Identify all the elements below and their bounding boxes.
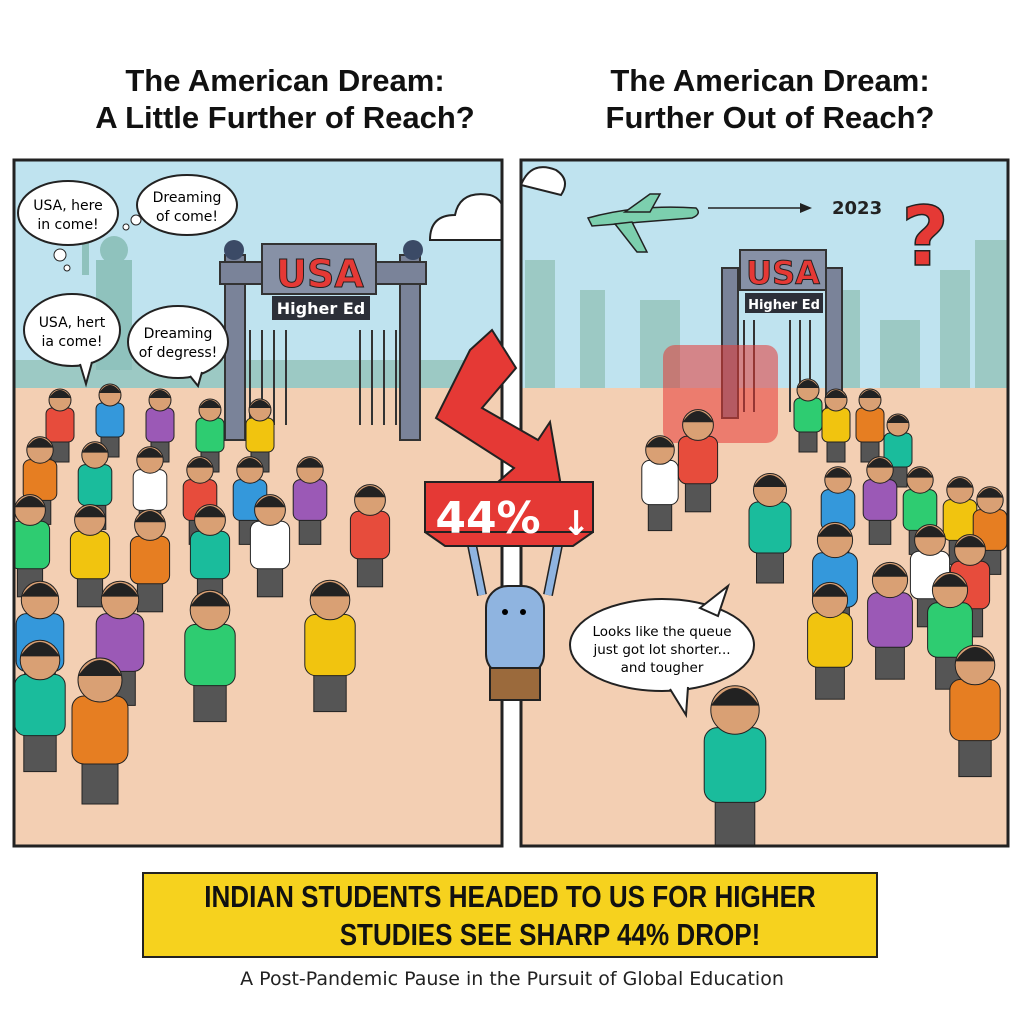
student-figure [45,388,75,463]
right-panel: 2023 ? USA Higher Ed Looks like the queu… [521,160,1008,846]
bubble-text: Dreaming [153,190,222,206]
speech-bubble: Dreaming of degress! [127,305,229,389]
student-figure [677,409,719,513]
red-highlight-box [663,345,778,443]
student-figure [927,571,973,690]
question-mark-icon: ? [901,190,949,285]
student-figure [69,504,111,608]
right-title-line-2: Further Out of Reach? [605,100,935,135]
student-figure [129,509,171,613]
student-figure [195,398,225,473]
student-figure [867,561,913,680]
bubble-text: USA, here [33,198,102,214]
student-figure [793,378,823,453]
cloud [521,166,566,197]
thought-bubble: USA, here in come! [17,180,119,272]
drop-percentage: 44% [435,493,540,544]
headline-banner: INDIAN STUDENTS HEADED TO US FOR HIGHER … [142,872,878,958]
student-figure [748,473,792,584]
left-title-line-2: A Little Further of Reach? [95,100,475,135]
student-figure [14,639,66,773]
gate-sign-higher-ed: Higher Ed [748,298,820,313]
cloud [428,193,502,241]
student-group [641,378,1008,846]
student-figure [821,388,851,463]
right-panel-title: The American Dream: Further Out of Reach… [540,62,1000,136]
student-figure [862,456,898,545]
left-panel-title: The American Dream: A Little Further of … [40,62,530,136]
student-figure [807,581,853,700]
speech-text: Looks like the queue [592,624,731,640]
drop-percentage-sign: 44% ↓ [424,481,594,547]
gate-sign-usa: USA [276,252,364,296]
student-figure [855,388,885,463]
bubble-text: ia come! [41,334,102,350]
gate-sign-higher-ed: Higher Ed [277,299,365,318]
student-figure [292,456,328,545]
student-figure [349,484,391,588]
bubble-text: Dreaming [144,326,213,342]
left-title-line-1: The American Dream: [125,63,445,98]
bubble-text: in come! [37,217,98,233]
student-figure [304,579,356,713]
speech-bubble: USA, hert ia come! [23,293,121,388]
speech-text: and tougher [621,660,704,676]
student-figure [71,657,129,805]
down-arrow-icon: ↓ [562,504,591,544]
right-title-line-1: The American Dream: [610,63,930,98]
student-figure [145,388,175,463]
thought-bubble: Dreaming of come! [122,174,238,236]
student-figure [641,435,679,532]
left-panel: USA Higher Ed USA, here in come! Dreamin… [14,160,502,846]
downward-trend-arrow [434,328,564,494]
student-figure [949,644,1001,778]
bubble-text: of come! [156,209,218,225]
gate-sign-usa: USA [746,254,820,292]
bubble-text: USA, hert [39,315,106,331]
student-figure [883,413,913,488]
student-figure [132,446,168,535]
headline-line-2: STUDIES SEE SHARP 44% DROP! [339,917,761,952]
student-figure [703,685,767,846]
bubble-text: of degress! [139,345,218,361]
usa-gate: USA Higher Ed [219,240,427,441]
airplane-icon [586,193,699,253]
student-crowd [14,383,391,805]
student-figure [95,383,125,458]
subtitle: A Post-Pandemic Pause in the Pursuit of … [240,968,784,990]
headline-line-1: INDIAN STUDENTS HEADED TO US FOR HIGHER [204,879,816,914]
student-figure [249,494,291,598]
speech-bubble: Looks like the queue just got lot shorte… [569,583,755,719]
student-figure [184,589,236,723]
speech-text: just got lot shorter... [592,642,730,658]
year-label: 2023 [832,198,882,219]
